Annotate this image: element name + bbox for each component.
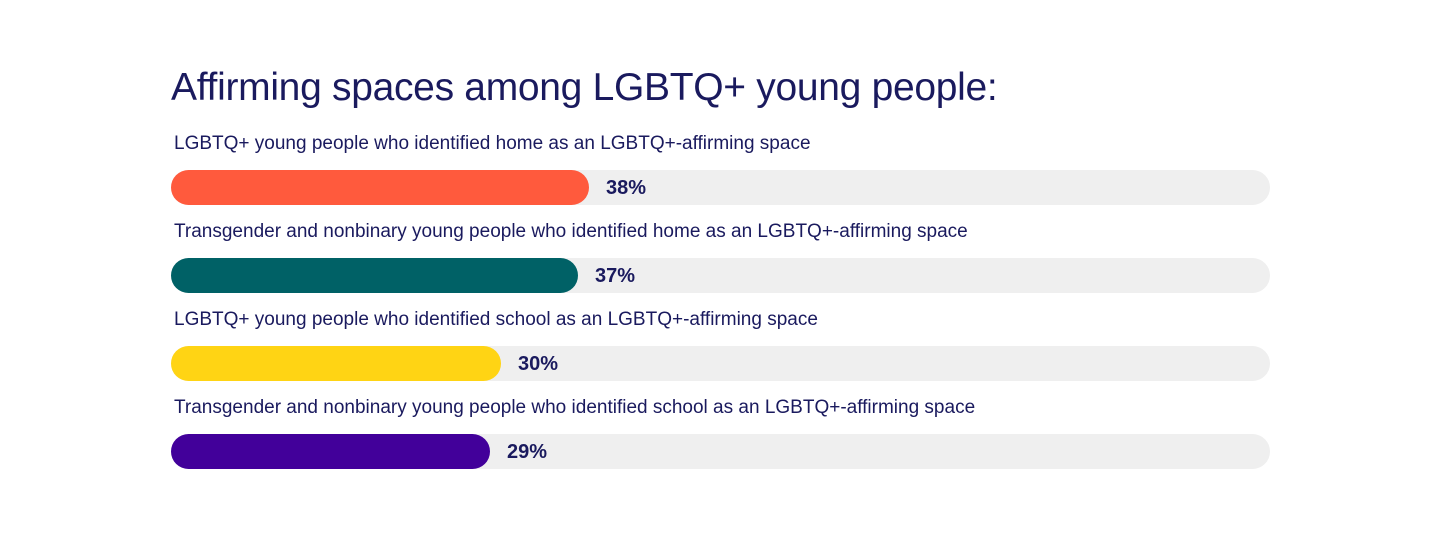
bar-row: LGBTQ+ young people who identified schoo…: [171, 308, 1270, 388]
bar: [171, 346, 501, 381]
bar-row: Transgender and nonbinary young people w…: [171, 220, 1270, 300]
bar-track: 38%: [171, 170, 1270, 205]
bar-row: Transgender and nonbinary young people w…: [171, 396, 1270, 476]
bar-value-label: 38%: [606, 177, 647, 199]
bar-category-label: Transgender and nonbinary young people w…: [174, 221, 968, 242]
bar-value-label: 29%: [507, 441, 548, 463]
bar: [171, 258, 578, 293]
bar-value-label: 37%: [595, 265, 636, 287]
bar-row: LGBTQ+ young people who identified home …: [171, 132, 1270, 212]
bar-track: 29%: [171, 434, 1270, 469]
bar-value-label: 30%: [518, 353, 559, 375]
bar-track: 30%: [171, 346, 1270, 381]
bar: [171, 434, 490, 469]
chart: Affirming spaces among LGBTQ+ young peop…: [171, 62, 1270, 469]
bar-category-label: Transgender and nonbinary young people w…: [174, 397, 976, 418]
bar: [171, 170, 589, 205]
bar-track: 37%: [171, 258, 1270, 293]
chart-title: Affirming spaces among LGBTQ+ young peop…: [171, 66, 998, 109]
bar-category-label: LGBTQ+ young people who identified schoo…: [174, 309, 818, 330]
bar-category-label: LGBTQ+ young people who identified home …: [174, 133, 811, 154]
